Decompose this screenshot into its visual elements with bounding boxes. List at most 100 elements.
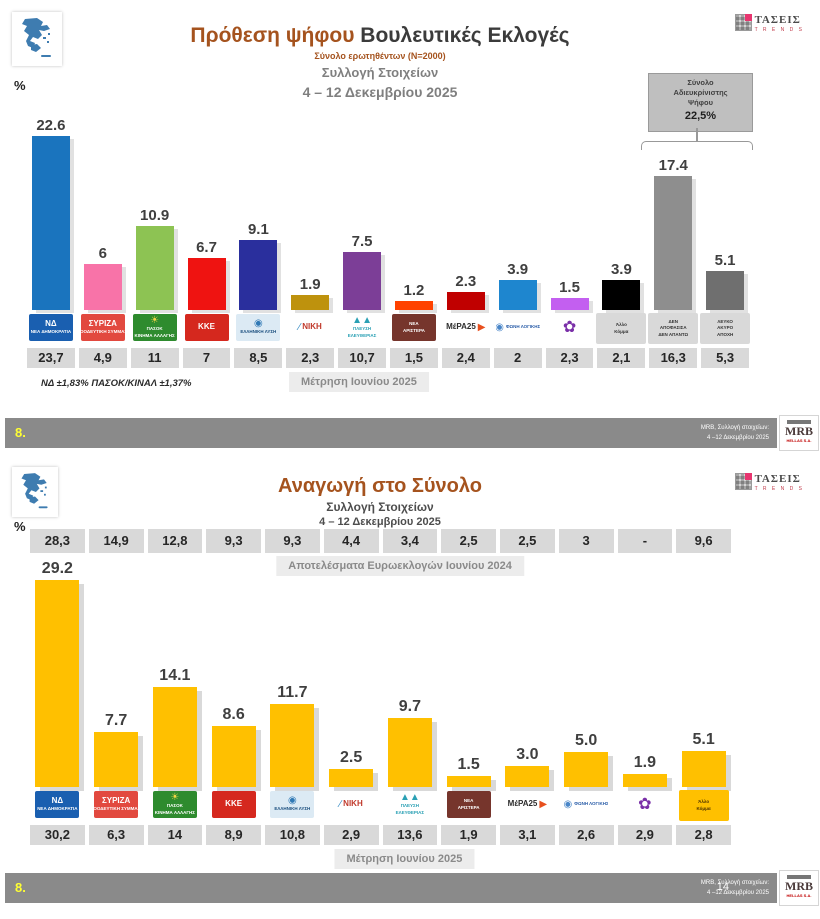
- logo-text: ΝΙΚΗ: [343, 799, 363, 809]
- prev-value-mera25: 3,1: [500, 825, 555, 845]
- prev-value-niki: 2,3: [286, 348, 335, 368]
- bar-plefsi-eleftherias: [387, 718, 432, 787]
- euro-2024-value: 9,3: [265, 529, 320, 553]
- taseis-name: ΤΑΣΕΙΣ: [754, 473, 801, 485]
- logo-text: ΣΥΡΙΖΑ: [101, 796, 131, 806]
- bar-value: 7.7: [105, 712, 128, 730]
- logo-row: ΜέΡΑ25 ▶: [440, 310, 492, 346]
- slide-projection-total: Αναγωγή στο Σύνολο Συλλογή Στοιχείων 4 –…: [0, 459, 820, 919]
- footer-source-line2: 4 –12 Δεκεμβρίου 2025: [707, 890, 769, 897]
- allo-komma-logo: Άλλο Κόμμα: [596, 313, 647, 344]
- elliniki-lysi-logo: ◉ ΕΛΛΗΝΙΚΗ ΛΥΣΗ: [270, 791, 315, 818]
- prev-value-nd: 30,2: [30, 825, 85, 845]
- greece-map-logo: [12, 467, 58, 517]
- taseis-trends-logo: ΤΑΣΕΙΣ T R E N D S: [734, 473, 804, 492]
- party-column-elliniki-lysi: 11.7 ◉ ΕΛΛΗΝΙΚΗ ΛΥΣΗ 10,8: [263, 559, 322, 845]
- prev-value-plefsi-eleftherias: 10,7: [338, 348, 387, 368]
- trends-name: T R E N D S: [754, 486, 804, 492]
- bar-group-kinima-dimokratias: 1.9: [616, 559, 675, 787]
- mrb-logo: MRB HELLAS S.A.: [779, 415, 819, 451]
- logo-text: ΚΚΕ: [198, 322, 215, 332]
- foni-logikis-logo: ◉ ΦΩΝΗ ΛΟΓΙΚΗΣ: [564, 791, 609, 818]
- bar-value: 3.9: [610, 260, 632, 278]
- slide1-footer-bar: 8. MRB, Συλλογή στοιχείων: 4 –12 Δεκεμβρ…: [5, 418, 777, 448]
- mera25-logo: ΜέΡΑ25 ▶: [443, 314, 488, 341]
- bar-value: 2.3: [455, 273, 477, 291]
- bar-value: 14.1: [159, 666, 191, 684]
- bar-group-plefsi-eleftherias: 9.7: [381, 559, 440, 787]
- bar-group-plefsi-eleftherias: 7.5: [336, 112, 388, 310]
- bar-group-nd: 22.6: [25, 112, 77, 310]
- party-column-foni-logikis: 5.0 ◉ ΦΩΝΗ ΛΟΓΙΚΗΣ 2,6: [557, 559, 616, 845]
- prev-value-plefsi-eleftherias: 13,6: [382, 825, 438, 845]
- logo-row: ◉ ΕΛΛΗΝΙΚΗ ΛΥΣΗ: [263, 787, 322, 823]
- bar-group-allo-komma: 3.9: [595, 112, 647, 310]
- prev-value-nea-aristera: 1,5: [390, 348, 438, 368]
- bar-group-elliniki-lysi: 11.7: [263, 559, 322, 787]
- euro-elections-label: Αποτελέσματα Ευρωεκλογών Ιουνίου 2024: [276, 556, 524, 576]
- taseis-trends-logo: ΤΑΣΕΙΣ T R E N D S: [734, 14, 804, 33]
- bar-group-kke: 6.7: [181, 112, 233, 310]
- bar-group-nea-aristera: 1.5: [439, 559, 498, 787]
- party-column-pasok: 14.1 ☀ ΠΑΣΟΚ ΚΙΝΗΜΑ ΑΛΛΑΓΗΣ 14: [146, 559, 205, 845]
- niki-icon: ∕: [339, 798, 342, 810]
- logo-text: ΦΩΝΗ ΛΟΓΙΚΗΣ: [505, 324, 540, 330]
- kke-logo: ΚΚΕ: [184, 314, 229, 341]
- euro-2024-value: -: [617, 529, 673, 553]
- logo-text: ΠΛΕΥΣΗ: [400, 803, 419, 809]
- logo-text: ΑΚΥΡΟ: [717, 325, 734, 331]
- euro-2024-value: 28,3: [30, 529, 85, 553]
- nd-logo: ΝΔ ΝΕΑ ΔΗΜΟΚΡΑΤΙΑ: [28, 314, 73, 341]
- bar-niki: [291, 295, 330, 310]
- plefsi-eleftherias-logo: ▲▲ ΠΛΕΥΣΗ ΕΛΕΥΘΕΡΙΑΣ: [340, 314, 385, 341]
- bar-nea-aristera: [394, 300, 433, 310]
- bar-allo-komma: [681, 750, 726, 787]
- party-column-mera25: 3.0 ΜέΡΑ25 ▶ 3,1: [498, 559, 557, 845]
- logo-text: ΑΡΙΣΤΕΡΑ: [403, 327, 425, 333]
- previous-measurement-label: Μέτρηση Ιουνίου 2025: [334, 849, 475, 869]
- party-column-syriza: 7.7 ΣΥΡΙΖΑΠΡΟΟΔΕΥΤΙΚΗ ΣΥΜΜΑΧΙΑ 6,3: [87, 559, 146, 845]
- logo-row: ΣΥΡΙΖΑΠΡΟΟΔΕΥΤΙΚΗ ΣΥΜΜΑΧΙΑ: [77, 310, 129, 346]
- slide-vote-intention: Πρόθεση ψήφου Βουλευτικές Εκλογές Σύνολο…: [0, 0, 820, 459]
- bar-niki: [329, 769, 374, 787]
- logo-row: ΚΚΕ: [204, 787, 263, 823]
- bar-value: 8.6: [222, 705, 245, 723]
- slide1-collection-label: Συλλογή Στοιχείων: [321, 65, 439, 81]
- euro-2024-value: 12,8: [147, 529, 203, 553]
- undecided-line2: Αδιευκρίνιστης: [673, 88, 728, 98]
- taseis-grid-icon: [734, 14, 752, 31]
- logo-text: ΕΛΕΥΘΕΡΙΑΣ: [347, 332, 377, 338]
- slide1-header: Πρόθεση ψήφου Βουλευτικές Εκλογές Σύνολο…: [110, 24, 650, 100]
- party-column-kinima-dimokratias: 1.5 ✿ 2,3: [544, 112, 596, 368]
- elliniki-lysi-icon: ◉: [253, 318, 263, 330]
- logo-text: ΣΥΡΙΖΑ: [88, 319, 117, 329]
- greece-map-icon: [21, 473, 48, 509]
- logo-row: Άλλο Κόμμα: [595, 310, 647, 346]
- logo-text: ΚΙΝΗΜΑ ΑΛΛΑΓΗΣ: [154, 809, 195, 815]
- bar-value: 3.9: [507, 260, 529, 278]
- margin-of-error-note: ΝΔ ±1,83% ΠΑΣΟΚ/ΚΙΝΑΛ ±1,37%: [41, 378, 192, 389]
- prev-value-lefko-akyro-apochi: 5,3: [701, 348, 750, 368]
- logo-text: Κόμμα: [614, 328, 629, 334]
- logo-text: ΠΛΕΥΣΗ: [352, 326, 372, 332]
- logo-text: ΠΑΣΟΚ: [146, 326, 163, 332]
- undecided-total-box: Σύνολο Αδιευκρίνιστης Ψήφου 22,5%: [648, 73, 753, 132]
- euro-2024-value: 3: [558, 529, 614, 553]
- party-column-nd: 29.2 ΝΔ ΝΕΑ ΔΗΜΟΚΡΑΤΙΑ 30,2: [28, 559, 87, 845]
- logo-text: ΜέΡΑ25: [507, 799, 538, 809]
- bar-elliniki-lysi: [239, 239, 278, 310]
- bar-kke: [211, 725, 256, 787]
- bar-plefsi-eleftherias: [343, 252, 382, 310]
- slide1-footrow: ΝΔ ±1,83% ΠΑΣΟΚ/ΚΙΝΑΛ ±1,37% Μέτρηση Ιου…: [25, 372, 751, 400]
- bar-value: 22.6: [36, 116, 66, 134]
- bar-group-elliniki-lysi: 9.1: [232, 112, 284, 310]
- logo-text: Άλλο: [615, 322, 627, 328]
- logo-row: ΝΔ ΝΕΑ ΔΗΜΟΚΡΑΤΙΑ: [25, 310, 77, 346]
- prev-value-nea-aristera: 1,9: [441, 825, 496, 845]
- slide1-dates: 4 – 12 Δεκεμβρίου 2025: [302, 84, 458, 101]
- foni-logikis-icon: ◉: [564, 798, 573, 810]
- bar-group-mera25: 3.0: [498, 559, 557, 787]
- bar-group-den-apofasisa: 17.4: [647, 112, 699, 310]
